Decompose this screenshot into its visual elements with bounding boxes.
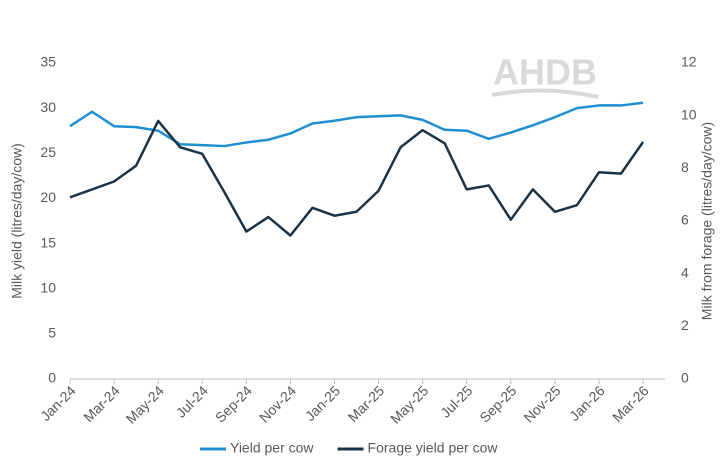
x-tick-label: Jul-24: [173, 382, 211, 420]
x-tick-label: May-25: [387, 382, 431, 426]
x-tick-label: Jul-25: [437, 382, 475, 420]
y-tick-label: 15: [40, 234, 56, 250]
logo-swoosh: [491, 88, 599, 99]
y-tick-label: 5: [48, 325, 56, 341]
y2-tick-label: 8: [681, 159, 689, 175]
x-tick-label: Nov-24: [256, 382, 299, 425]
legend-label: Forage yield per cow: [368, 440, 499, 456]
y2-tick-label: 12: [681, 54, 697, 70]
y2-tick-label: 6: [681, 212, 689, 228]
series-line: [69, 101, 644, 148]
y-tick-label: 20: [40, 189, 56, 205]
x-tick-label: Mar-25: [345, 382, 388, 425]
y2-tick-label: 10: [681, 106, 697, 122]
y2-tick-label: 2: [681, 317, 689, 333]
x-tick-label: Mar-26: [609, 382, 652, 425]
x-tick-label: Sep-24: [212, 382, 255, 425]
y2-tick-label: 0: [681, 370, 689, 386]
y-tick-label: 0: [48, 370, 56, 386]
y-tick-label: 10: [40, 279, 56, 295]
y2-tick-label: 4: [681, 264, 689, 280]
x-tick-label: Mar-24: [80, 382, 123, 425]
x-tick-label: Sep-25: [476, 382, 519, 425]
y-tick-label: 35: [40, 54, 56, 70]
x-tick-label: Jan-25: [302, 382, 344, 424]
series-line: [69, 119, 645, 237]
logo: AHDB: [493, 52, 597, 93]
y-tick-label: 25: [40, 144, 56, 160]
legend-label: Yield per cow: [230, 440, 314, 456]
x-tick-label: Jan-26: [566, 382, 608, 424]
y2-axis-label: Milk from forage (litres/day/cow): [699, 122, 715, 320]
y-tick-label: 30: [40, 99, 56, 115]
x-tick-label: Nov-25: [520, 382, 563, 425]
x-tick-label: Jan-24: [37, 382, 79, 424]
x-tick-label: May-24: [123, 382, 167, 426]
y-axis-label: Milk yield (litres/day/cow): [9, 143, 25, 299]
